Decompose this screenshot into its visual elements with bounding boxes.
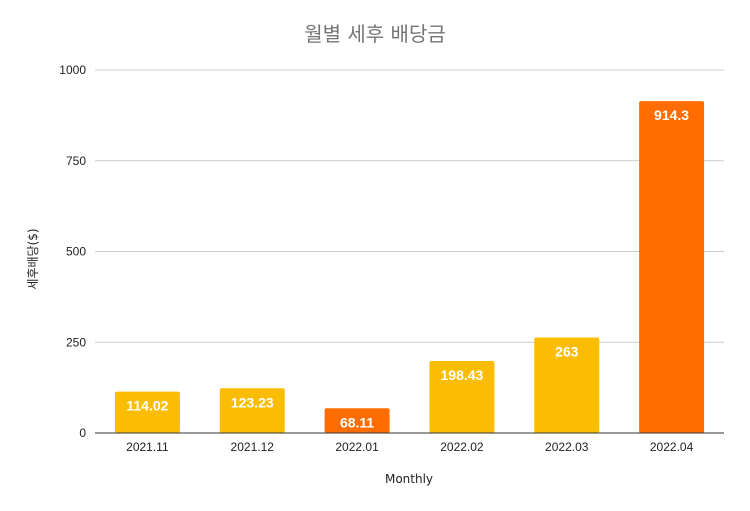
data-label: 123.23: [231, 394, 274, 410]
bar: [639, 101, 705, 433]
bar: [219, 388, 285, 433]
bar: [534, 337, 600, 433]
y-tick-label: 250: [66, 335, 86, 349]
y-tick-label: 750: [66, 154, 86, 168]
bars: [114, 101, 705, 433]
x-axis-ticks: 2021.11 2021.12 2022.01 2022.02 2022.03 2022.…: [126, 440, 693, 454]
x-tick-label: 2022.03: [545, 440, 589, 454]
bar: [429, 360, 495, 433]
x-tick-label: 2022.04: [650, 440, 694, 454]
y-tick-label: 500: [66, 245, 86, 259]
y-tick-label: 1000: [59, 63, 86, 77]
y-tick-label: 0: [79, 426, 86, 440]
x-axis-label: Monthly: [385, 472, 433, 486]
x-tick-label: 2022.01: [335, 440, 379, 454]
x-tick-label: 2021.11: [126, 440, 169, 454]
bar: [114, 391, 180, 433]
data-labels: 114.02 123.23 68.11 198.43 263 914.3: [126, 107, 689, 430]
bar: [324, 408, 390, 433]
data-label: 198.43: [441, 367, 484, 383]
gridlines: [95, 69, 724, 343]
x-tick-label: 2021.12: [231, 440, 275, 454]
data-label: 263: [555, 344, 579, 360]
data-label: 114.02: [126, 398, 168, 414]
data-label: 68.11: [340, 414, 374, 430]
y-axis-ticks: 0 250 500 750 1000: [59, 63, 86, 440]
y-axis-label: 세후배당($): [26, 228, 40, 289]
chart-title: 월별 세후 배당금: [304, 22, 446, 46]
x-tick-label: 2022.02: [440, 440, 484, 454]
data-label: 914.3: [654, 107, 689, 123]
